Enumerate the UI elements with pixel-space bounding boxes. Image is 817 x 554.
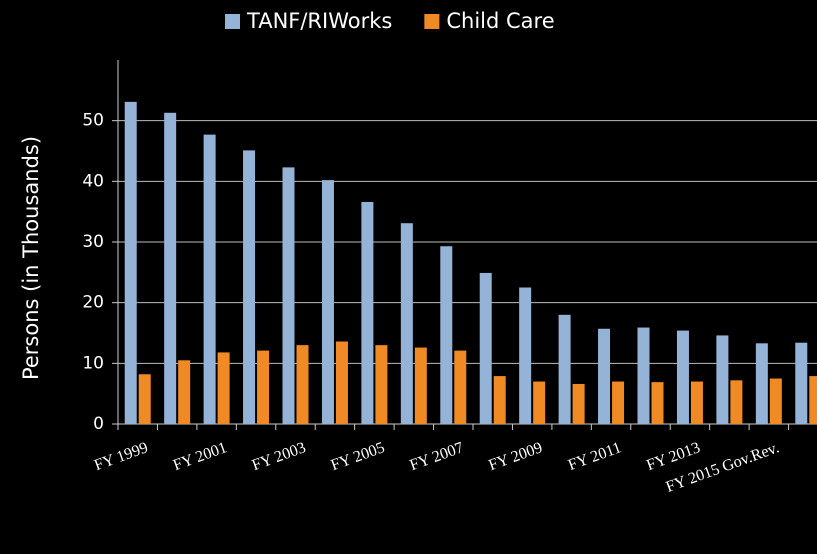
y-axis-label: Persons (in Thousands) xyxy=(19,136,43,380)
bar xyxy=(690,381,703,424)
bar xyxy=(243,150,256,425)
bar xyxy=(124,101,137,425)
bar xyxy=(440,246,453,424)
bar xyxy=(730,380,743,424)
y-tick-label: 50 xyxy=(82,111,104,131)
bar xyxy=(282,167,295,424)
bar xyxy=(479,272,492,424)
bar xyxy=(612,381,625,424)
bar xyxy=(572,383,585,424)
x-tick-label: FY 2001 xyxy=(171,439,229,474)
bar xyxy=(178,360,191,424)
x-tick-label: FY 2003 xyxy=(250,439,308,474)
bar xyxy=(769,378,782,424)
bar xyxy=(637,327,650,424)
bar xyxy=(493,376,506,424)
legend-label: TANF/RIWorks xyxy=(246,9,392,33)
bar xyxy=(164,112,177,424)
x-tick-label: FY 2011 xyxy=(566,439,624,474)
bar xyxy=(296,345,309,424)
y-tick-label: 10 xyxy=(82,353,104,373)
y-tick-label: 40 xyxy=(82,171,104,191)
bar xyxy=(716,335,729,424)
x-tick-label: FY 1999 xyxy=(92,439,150,474)
bar xyxy=(217,352,230,424)
y-tick-label: 20 xyxy=(82,293,104,313)
bar xyxy=(676,330,689,424)
x-tick-label: FY 2007 xyxy=(408,439,466,474)
bar xyxy=(533,381,546,424)
legend-swatch xyxy=(424,14,440,29)
bar xyxy=(335,341,348,424)
bar xyxy=(809,376,817,424)
legend-label: Child Care xyxy=(446,9,554,33)
bar xyxy=(519,287,532,424)
bar xyxy=(651,382,664,424)
bar xyxy=(203,134,216,424)
y-tick-label: 30 xyxy=(82,232,104,252)
bar xyxy=(795,342,808,424)
x-tick-label: FY 2005 xyxy=(329,439,387,474)
legend-swatch xyxy=(225,14,240,29)
bar xyxy=(558,314,571,424)
bar xyxy=(361,201,374,424)
bar xyxy=(755,343,768,424)
y-tick-label: 0 xyxy=(93,414,104,434)
x-tick-label: FY 2009 xyxy=(486,439,544,474)
bar xyxy=(375,345,388,424)
bar xyxy=(454,350,467,424)
bar xyxy=(598,328,611,424)
bar xyxy=(257,350,270,424)
bar xyxy=(138,374,151,424)
bar xyxy=(414,347,427,424)
bar xyxy=(321,180,334,424)
bar xyxy=(400,223,413,424)
